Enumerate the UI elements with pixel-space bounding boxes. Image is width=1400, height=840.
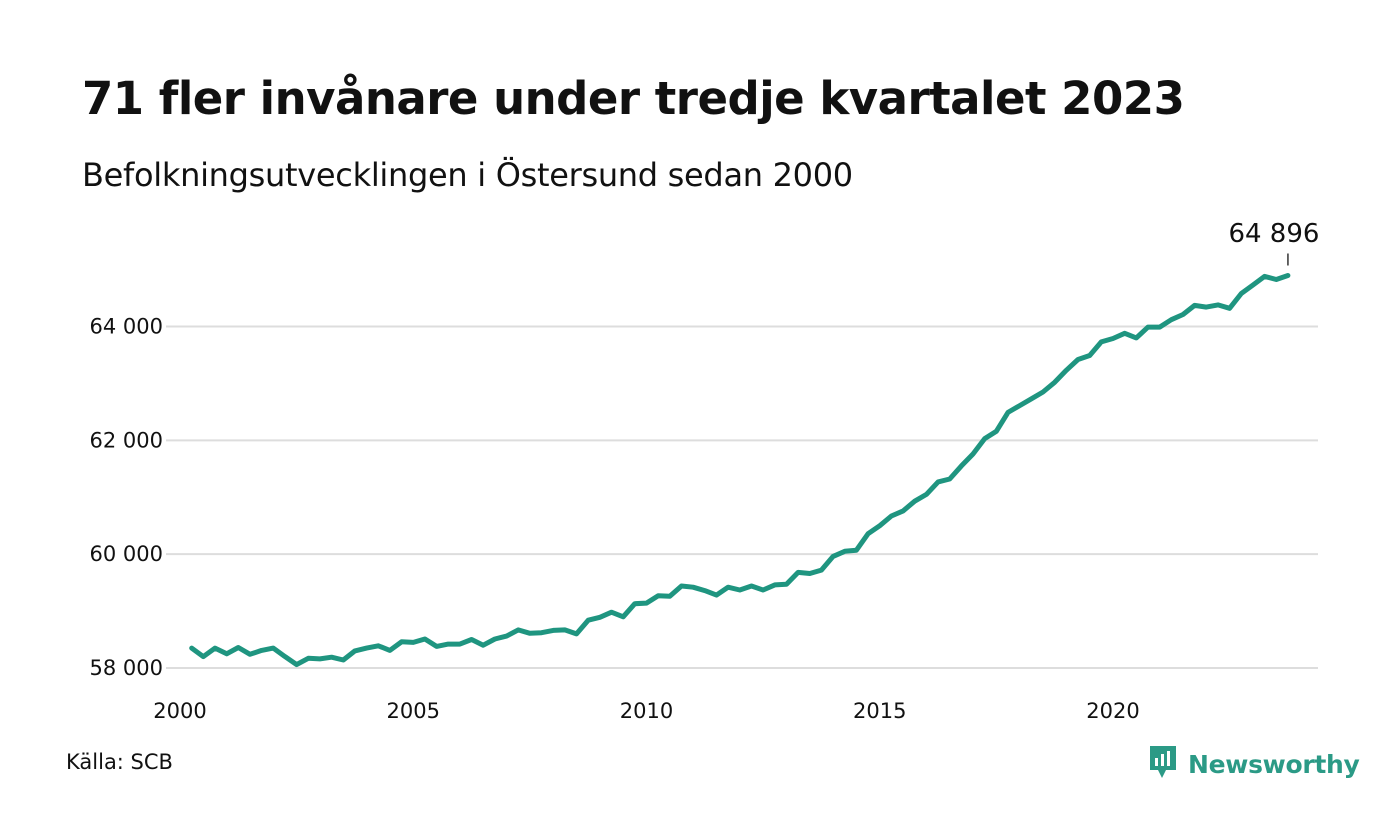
x-tick-label: 2005 xyxy=(387,699,440,723)
y-tick-label: 60 000 xyxy=(90,542,163,566)
newsworthy-logo-icon xyxy=(1148,744,1178,784)
source-note: Källa: SCB xyxy=(66,750,173,774)
chart-title: 71 fler invånare under tredje kvartalet … xyxy=(82,72,1185,125)
brand-logo[interactable]: Newsworthy xyxy=(1148,744,1360,784)
y-axis-tick-labels: 58 000 60 000 62 000 64 000 xyxy=(90,315,163,681)
y-tick-label: 58 000 xyxy=(90,656,163,680)
gridlines xyxy=(166,325,1318,669)
end-annotation: 64 896 xyxy=(1228,219,1319,266)
end-value-label: 64 896 xyxy=(1228,219,1319,249)
y-tick-label: 64 000 xyxy=(90,315,163,339)
y-tick-label: 62 000 xyxy=(90,428,163,452)
x-tick-label: 2015 xyxy=(853,699,906,723)
x-tick-label: 2020 xyxy=(1086,699,1139,723)
series-layer xyxy=(189,273,1291,668)
x-tick-label: 2000 xyxy=(153,699,206,723)
x-tick-label: 2010 xyxy=(620,699,673,723)
x-axis-tick-labels: 2000 2005 2010 2015 2020 xyxy=(153,699,1139,723)
series-line xyxy=(189,273,1291,668)
brand-name: Newsworthy xyxy=(1188,749,1360,779)
chart-subtitle: Befolkningsutvecklingen i Östersund seda… xyxy=(82,156,853,194)
